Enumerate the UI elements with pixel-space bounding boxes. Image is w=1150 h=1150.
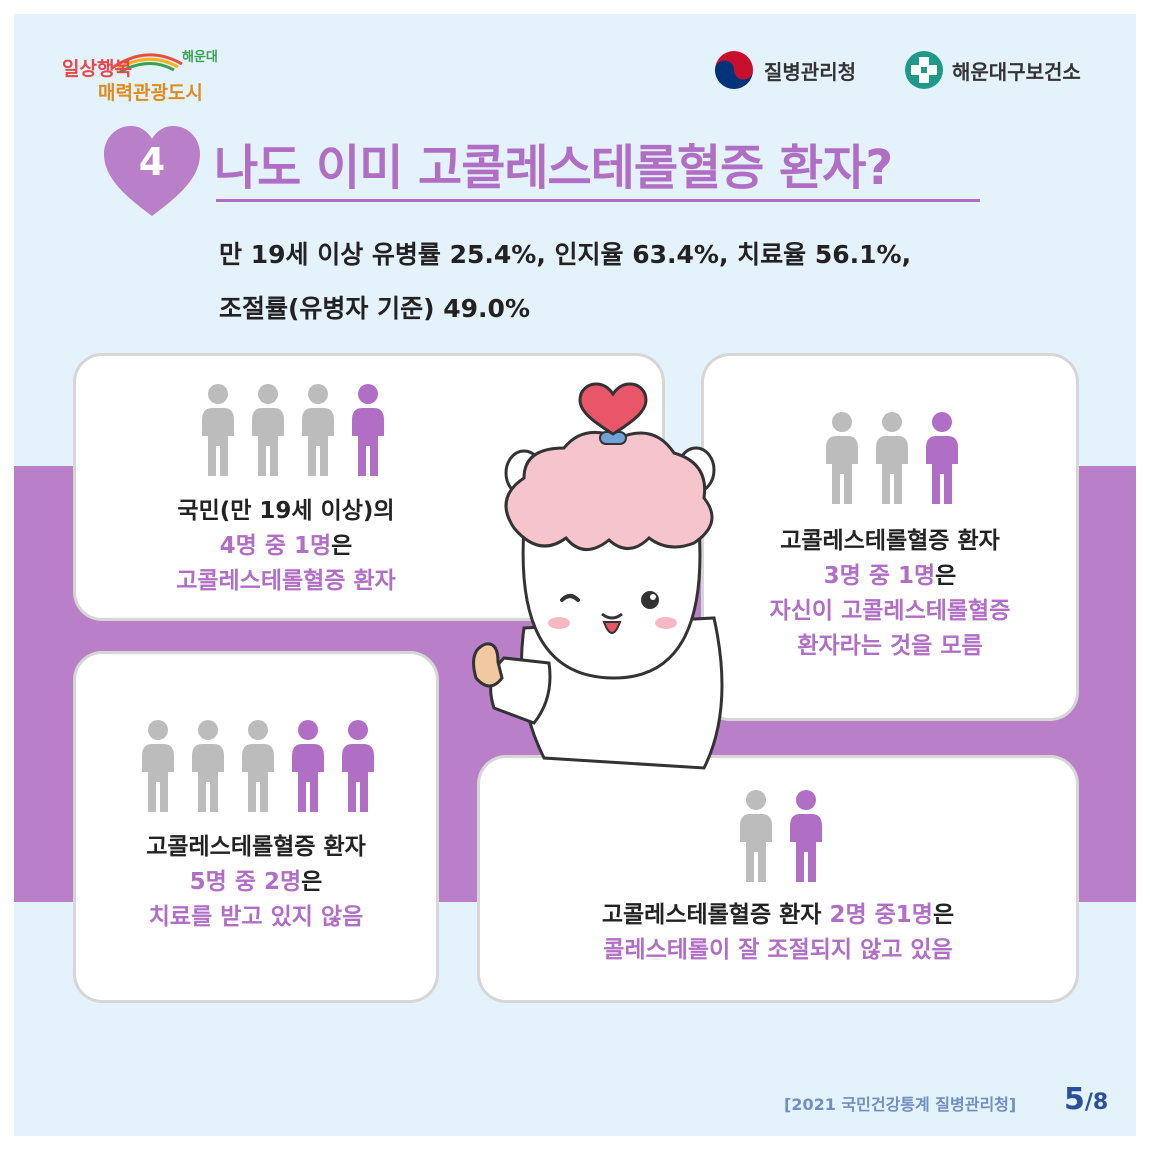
card-line: 치료를 받고 있지 않음 [148, 904, 364, 930]
page-current: 5 [1064, 1082, 1085, 1117]
health-center-name: 해운대구보건소 [952, 59, 1081, 84]
infographic-page: 해운대 일상행복 매력관광도시 질병관리청 해운대구보건소 4 나도 이미 고콜… [14, 14, 1136, 1136]
person-icon [876, 412, 908, 504]
person-icon [342, 720, 374, 812]
person-icon [242, 720, 274, 812]
summary-line-1: 만 19세 이상 유병률 25.4%, 인지율 63.4%, 치료율 56.1%… [219, 240, 912, 269]
city-logo-small: 해운대 [182, 50, 218, 65]
people-icons [138, 720, 378, 812]
card-text: 고콜레스테롤혈증 환자 5명 중 2명은 치료를 받고 있지 않음 [76, 830, 436, 935]
city-logo-line2: 매력관광도시 [98, 82, 203, 104]
page-title: 나도 이미 고콜레스테롤혈증 환자? [214, 140, 893, 196]
stat-card-treatment: 고콜레스테롤혈증 환자 5명 중 2명은 치료를 받고 있지 않음 [76, 654, 436, 1000]
card-line: 국민(만 19세 이상)의 [177, 498, 395, 524]
source-citation: [2021 국민건강통계 질병관리청] [784, 1095, 1017, 1114]
card-text: 국민(만 19세 이상)의 4명 중 1명은 고콜레스테롤혈증 환자 [76, 494, 496, 599]
stat-card-awareness: 고콜레스테롤혈증 환자 3명 중 1명은 자신이 고콜레스테롤혈증 환자라는 것… [704, 356, 1076, 718]
people-icons [822, 412, 962, 504]
card-line: 고콜레스테롤혈증 환자 [146, 834, 366, 860]
card-line: 은 [331, 533, 353, 559]
card-highlight: 5명 중 2명 [189, 869, 302, 895]
city-logo-line1: 일상행복 [62, 58, 132, 80]
person-icon [292, 720, 324, 812]
card-text: 고콜레스테롤혈증 환자 2명 중1명은 콜레스테롤이 잘 조절되지 않고 있음 [480, 898, 1076, 968]
heart-icon [104, 126, 200, 216]
card-text: 고콜레스테롤혈증 환자 3명 중 1명은 자신이 고콜레스테롤혈증 환자라는 것… [704, 524, 1076, 664]
card-highlight: 4명 중 1명 [219, 533, 332, 559]
person-icon [740, 790, 772, 882]
person-icon [826, 412, 858, 504]
health-center-logo: 해운대구보건소 [904, 48, 1081, 92]
page-indicator: 5/8 [1064, 1082, 1108, 1117]
card-line: 은 [301, 869, 323, 895]
title-underline [216, 199, 980, 202]
card-line: 환자라는 것을 모름 [797, 633, 983, 659]
person-icon [926, 412, 958, 504]
summary-text: 만 19세 이상 유병률 25.4%, 인지율 63.4%, 치료율 56.1%… [219, 228, 911, 336]
card-line: 고콜레스테롤혈증 환자 [780, 528, 1000, 554]
health-center-icon [905, 51, 943, 89]
person-icon [790, 790, 822, 882]
card-line: 고콜레스테롤혈증 환자 [601, 902, 830, 928]
people-icons [198, 384, 388, 476]
card-line: 콜레스테롤이 잘 조절되지 않고 있음 [603, 937, 953, 963]
person-icon [192, 720, 224, 812]
card-highlight: 3명 중 1명 [823, 563, 936, 589]
stat-card-control: 고콜레스테롤혈증 환자 2명 중1명은 콜레스테롤이 잘 조절되지 않고 있음 [480, 758, 1076, 1000]
alpaca-mascot-illustration [454, 378, 754, 778]
page-total: /8 [1084, 1090, 1109, 1115]
kdca-logo: 질병관리청 [714, 48, 856, 92]
person-icon [302, 384, 334, 476]
card-highlight: 2명 중1명 [829, 902, 933, 928]
taegeuk-icon [715, 51, 753, 89]
kdca-name: 질병관리청 [764, 59, 856, 84]
person-icon [252, 384, 284, 476]
card-line: 은 [935, 563, 957, 589]
stat-card-prevalence: 국민(만 19세 이상)의 4명 중 1명은 고콜레스테롤혈증 환자 [76, 356, 662, 618]
section-number-badge: 4 [102, 124, 202, 219]
person-icon [142, 720, 174, 812]
city-slogan-logo: 해운대 일상행복 매력관광도시 [62, 42, 232, 112]
card-line: 고콜레스테롤혈증 환자 [176, 568, 396, 594]
person-icon [202, 384, 234, 476]
card-line: 자신이 고콜레스테롤혈증 [769, 598, 1011, 624]
section-number: 4 [138, 140, 166, 184]
person-icon [352, 384, 384, 476]
people-icons [736, 790, 826, 882]
rainbow-arc-icon [111, 53, 183, 74]
card-line: 은 [932, 902, 955, 928]
summary-line-2: 조절률(유병자 기준) 49.0% [219, 294, 530, 323]
